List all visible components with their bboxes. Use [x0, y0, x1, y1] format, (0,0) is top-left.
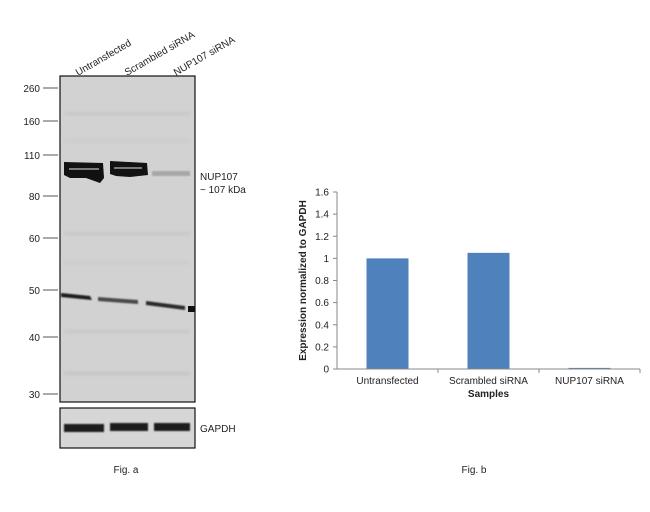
loading-control-label: GAPDH	[200, 424, 236, 435]
molecular-weight-markers: 260 160 110 80 60 50 40 30	[23, 84, 58, 401]
marker-label: 260	[23, 84, 40, 95]
western-blot: Untransfected Scrambled siRNA NUP107 siR…	[23, 29, 246, 476]
gapdh-band-untransfected	[64, 424, 104, 432]
marker-label: 80	[29, 192, 41, 203]
x-tick-label: NUP107 siRNA	[555, 376, 624, 387]
y-tick-label: 0.8	[315, 276, 329, 287]
x-tick-label: Scrambled siRNA	[449, 376, 528, 387]
lane-labels: Untransfected Scrambled siRNA NUP107 siR…	[74, 29, 237, 78]
y-axis-title: Expression normalized to GAPDH	[298, 200, 309, 361]
y-tick-label: 1.6	[315, 188, 329, 199]
x-tick-label: Untransfected	[356, 376, 418, 387]
faint-band	[64, 330, 190, 333]
bars	[366, 252, 611, 369]
y-axis-ticks: 0 0.2 0.4 0.6 0.8 1 1.2 1.4 1.6	[315, 188, 337, 376]
y-tick-label: 1.4	[315, 210, 329, 221]
marker-label: 40	[29, 333, 41, 344]
gapdh-band-nup107	[154, 423, 190, 431]
marker-label: 60	[29, 234, 41, 245]
x-axis-tick-labels: Untransfected Scrambled siRNA NUP107 siRNA	[356, 369, 641, 387]
faint-band	[64, 372, 190, 375]
bar	[568, 367, 611, 369]
bar-chart: 0 0.2 0.4 0.6 0.8 1 1.2 1.4 1.6 Untransfected Scr…	[298, 188, 641, 476]
y-tick-label: 1	[323, 254, 329, 265]
nup107-band-untransfected	[64, 162, 104, 183]
faint-band	[64, 112, 190, 115]
target-weight-label: ~ 107 kDa	[200, 185, 246, 196]
faint-band	[64, 262, 190, 264]
band-highlight	[114, 167, 142, 169]
nonspecific-bands	[61, 293, 195, 312]
marker-label: 110	[24, 151, 40, 162]
marker-label: 30	[29, 390, 41, 401]
nonspecific-band	[188, 306, 195, 312]
marker-label: 160	[23, 117, 40, 128]
y-tick-label: 0.2	[315, 342, 329, 353]
target-protein-label: NUP107	[200, 172, 238, 183]
gapdh-bands	[64, 423, 190, 432]
x-axis-title: Samples	[468, 389, 510, 400]
marker-label: 50	[29, 286, 41, 297]
nup107-band-knockdown	[152, 171, 190, 176]
gapdh-band-scrambled	[110, 423, 148, 431]
band-highlight	[69, 168, 99, 170]
figure-b-caption: Fig. b	[461, 465, 486, 476]
nonspecific-band	[61, 293, 92, 300]
background-bands	[64, 112, 190, 375]
figure-a-caption: Fig. a	[113, 465, 138, 476]
y-tick-label: 0.6	[315, 298, 329, 309]
y-tick-label: 1.2	[315, 232, 329, 243]
faint-band	[64, 232, 190, 235]
bar	[467, 252, 510, 369]
nup107-bands	[64, 161, 190, 183]
bar	[366, 258, 409, 369]
nonspecific-band	[146, 301, 185, 310]
y-tick-label: 0	[323, 365, 329, 376]
y-tick-label: 0.4	[315, 320, 329, 331]
faint-band	[64, 140, 190, 142]
blot-panel	[59, 75, 196, 403]
nonspecific-band	[98, 297, 138, 304]
